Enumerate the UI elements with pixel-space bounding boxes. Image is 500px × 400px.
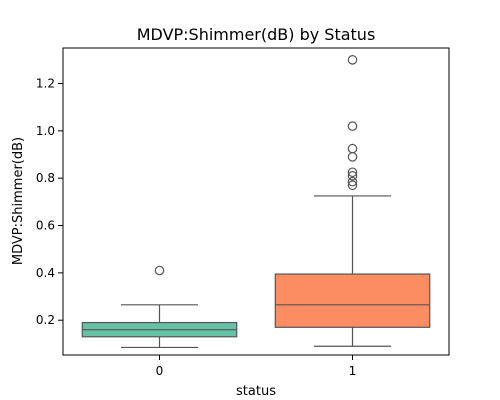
y-tick-label: 0.8 bbox=[36, 171, 55, 185]
x-tick-label: 1 bbox=[349, 364, 357, 378]
outlier-point bbox=[347, 152, 358, 162]
y-axis: 0.2 0.4 0.6 0.8 1.0 1.2 bbox=[36, 77, 63, 327]
outlier-point bbox=[347, 180, 358, 191]
x-tick-label: 0 bbox=[156, 364, 164, 378]
box-0 bbox=[81, 265, 238, 349]
y-tick-label: 0.4 bbox=[36, 266, 55, 280]
boxes-layer bbox=[81, 55, 431, 349]
y-tick-label: 1.0 bbox=[36, 124, 55, 138]
box-1 bbox=[274, 55, 431, 347]
outlier-point bbox=[347, 171, 358, 181]
outlier-point bbox=[154, 265, 165, 276]
chart-title: MDVP:Shimmer(dB) by Status bbox=[137, 25, 376, 44]
y-axis-label: MDVP:Shimmer(dB) bbox=[11, 137, 26, 265]
y-tick-label: 0.6 bbox=[36, 219, 55, 233]
box-body bbox=[274, 273, 431, 328]
plot-area bbox=[62, 47, 450, 356]
outlier-point bbox=[347, 55, 358, 65]
outlier-point bbox=[347, 121, 358, 131]
outlier-point bbox=[347, 167, 358, 178]
y-tick-label: 0.2 bbox=[36, 313, 55, 327]
outlier-point bbox=[347, 176, 358, 187]
y-tick-label: 1.2 bbox=[36, 77, 55, 91]
outlier-point bbox=[347, 143, 358, 154]
x-axis-label: status bbox=[236, 384, 276, 399]
